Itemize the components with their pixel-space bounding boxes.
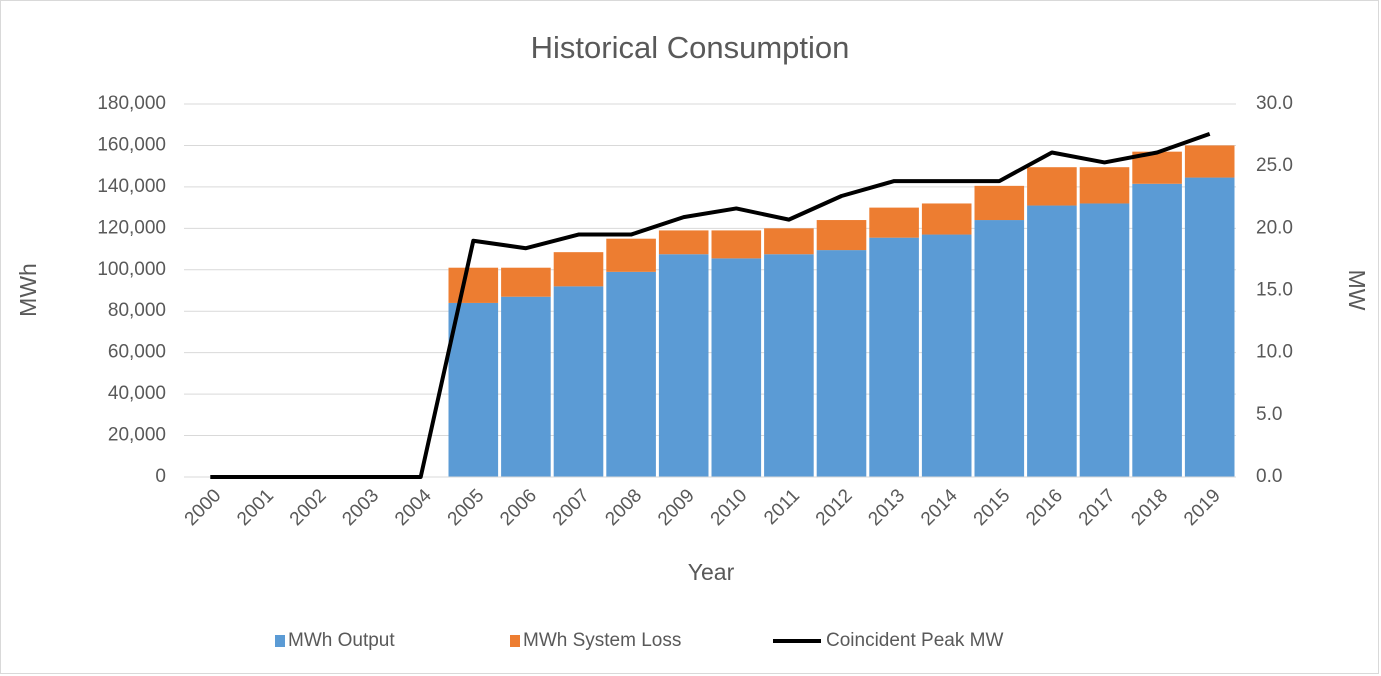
legend-label: MWh Output <box>288 630 395 651</box>
line <box>210 131 1211 479</box>
y2-axis-title: MW <box>1344 270 1370 311</box>
bar <box>816 220 867 251</box>
bar <box>448 267 499 303</box>
y-tick-label: 80,000 <box>108 300 166 321</box>
bar <box>921 234 972 477</box>
x-axis-title: Year <box>688 559 735 585</box>
bar <box>764 254 814 477</box>
bar <box>711 258 762 477</box>
y2-tick-label: 15.0 <box>1256 280 1293 301</box>
y-tick-label: 0 <box>155 466 166 487</box>
chart-title: Historical Consumption <box>531 30 850 65</box>
bar <box>1184 145 1235 178</box>
bar <box>1184 177 1235 477</box>
y2-tick-label: 20.0 <box>1256 217 1293 238</box>
y-tick-label: 100,000 <box>97 259 166 280</box>
y2-tick-label: 10.0 <box>1256 342 1293 363</box>
y-axis-title: MWh <box>15 263 41 317</box>
bar <box>1079 167 1130 204</box>
bar <box>448 302 499 477</box>
bar <box>974 220 1025 478</box>
bar <box>501 267 551 297</box>
legend-swatch <box>275 635 285 647</box>
y2-tick-label: 0.0 <box>1256 466 1282 487</box>
legend-swatch <box>510 635 520 647</box>
y-tick-label: 160,000 <box>97 134 166 155</box>
bar <box>921 203 972 235</box>
y2-tick-label: 25.0 <box>1256 155 1293 176</box>
bar <box>974 185 1025 221</box>
bar <box>658 254 709 477</box>
y-tick-label: 120,000 <box>97 217 166 238</box>
y2-tick-label: 30.0 <box>1256 93 1293 114</box>
bar <box>1079 203 1130 477</box>
bar <box>816 250 867 477</box>
bar <box>1027 167 1077 206</box>
bar <box>553 286 604 477</box>
bar <box>711 230 762 259</box>
bar <box>553 252 604 287</box>
y-tick-label: 60,000 <box>108 342 166 363</box>
legend-label: MWh System Loss <box>523 630 681 651</box>
y-tick-label: 180,000 <box>97 93 166 114</box>
y-tick-label: 20,000 <box>108 425 166 446</box>
y-tick-label: 40,000 <box>108 383 166 404</box>
bar <box>1027 205 1077 478</box>
bar <box>869 207 919 238</box>
bar <box>501 296 551 477</box>
bar <box>1132 183 1182 477</box>
bar <box>764 228 814 255</box>
bar <box>658 230 709 255</box>
y2-tick-label: 5.0 <box>1256 404 1282 425</box>
legend-label: Coincident Peak MW <box>826 630 1003 651</box>
bar <box>606 238 656 272</box>
bar <box>606 271 656 477</box>
bar <box>869 237 919 477</box>
y-tick-label: 140,000 <box>97 176 166 197</box>
